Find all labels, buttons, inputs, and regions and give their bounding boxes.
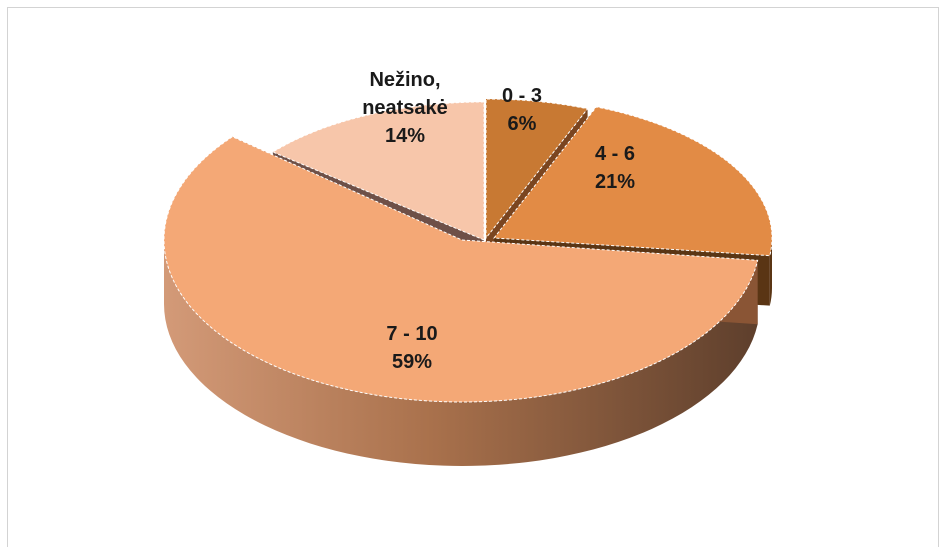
slice-category: neatsakė <box>362 97 448 119</box>
slice-category: 4 - 6 <box>595 143 635 165</box>
slice-category: Nežino, <box>369 69 440 91</box>
slice-category: 0 - 3 <box>502 85 542 107</box>
slice-percent: 14% <box>385 125 425 147</box>
slice-percent: 6% <box>508 113 537 135</box>
slice-percent: 21% <box>595 171 635 193</box>
slice-category: 7 - 10 <box>386 323 437 345</box>
slice-percent: 59% <box>392 351 432 373</box>
